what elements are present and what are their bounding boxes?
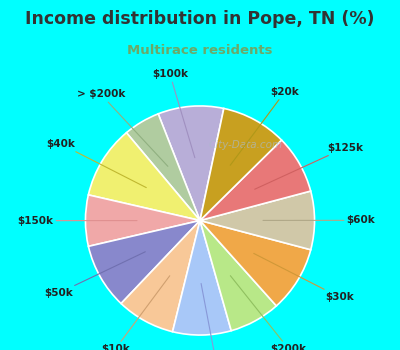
Text: $100k: $100k [152,69,195,158]
Text: $20k: $20k [230,87,299,165]
Wedge shape [158,106,224,220]
Wedge shape [172,220,231,335]
Text: Multirace residents: Multirace residents [127,44,273,57]
Text: $200k: $200k [230,276,307,350]
Wedge shape [121,220,200,332]
Wedge shape [200,140,311,220]
Wedge shape [126,114,200,220]
Text: $125k: $125k [255,143,363,189]
Wedge shape [200,191,314,250]
Wedge shape [88,133,200,220]
Wedge shape [200,108,282,220]
Text: > $200k: > $200k [77,89,168,166]
Wedge shape [88,220,200,303]
Text: City-Data.com: City-Data.com [209,140,283,150]
Text: $60k: $60k [263,215,375,225]
Text: $10k: $10k [101,276,170,350]
Text: Income distribution in Pope, TN (%): Income distribution in Pope, TN (%) [25,10,375,28]
Wedge shape [86,195,200,246]
Text: $30k: $30k [254,253,354,302]
Wedge shape [200,220,311,306]
Text: $50k: $50k [44,252,145,298]
Text: $150k: $150k [17,216,137,226]
Wedge shape [200,220,276,331]
Text: $40k: $40k [46,139,146,188]
Text: $75k: $75k [201,284,232,350]
